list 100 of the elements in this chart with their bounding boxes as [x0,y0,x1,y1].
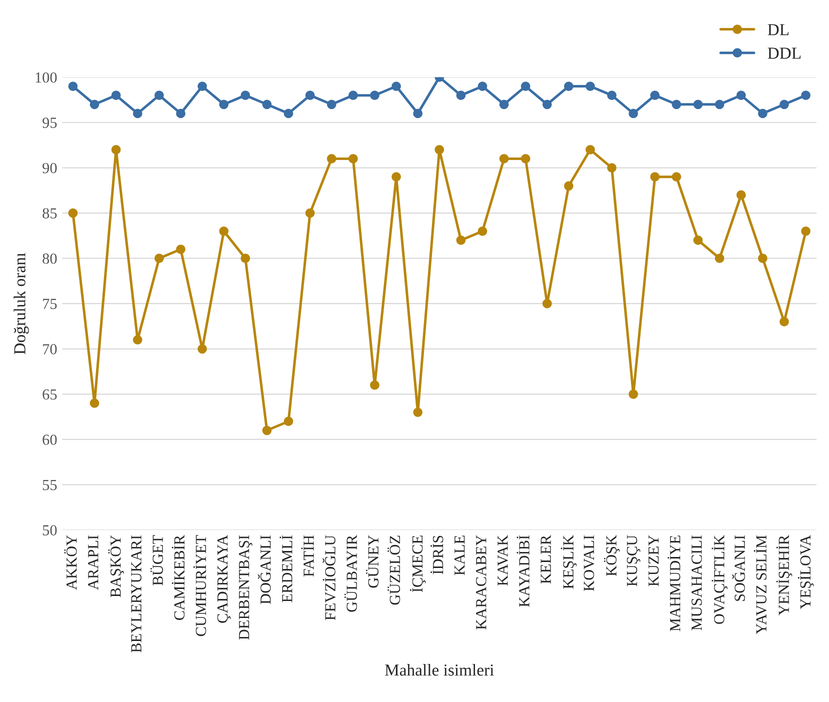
y-tick-label: 85 [42,208,57,219]
x-tick-label: OVAÇİFTLİK [712,535,728,624]
x-tick-label: ARAPLI [88,535,98,590]
point [780,317,789,326]
legend-label: DL [768,24,789,36]
y-tick-label: 55 [42,480,57,490]
x-tick-label: KAVAK [498,535,508,586]
x-tick-label: MUSAHACILI [692,535,702,630]
point [736,90,746,100]
x-tick-label: KALE [454,536,465,576]
point [198,82,207,91]
point [68,82,78,91]
point [240,254,250,264]
x-tick-label: YEŞİLOVA [798,534,814,610]
point [499,100,509,110]
point [176,108,186,118]
point [628,389,638,399]
x-tick-label: BÜGET [150,535,163,586]
point [132,108,142,118]
point [499,154,509,164]
point [801,90,810,100]
point [456,236,466,245]
point [672,100,682,110]
x-tick-label: FEVZİOĞLU [322,535,336,620]
point [456,90,466,100]
point [240,90,250,100]
x-tick-label: CAMİKEBİR [172,534,185,620]
point [780,100,789,110]
point [520,154,530,164]
x-tick-label: AKKÖY [64,535,77,590]
y-tick-label: 50 [42,525,57,536]
point [564,82,574,91]
x-tick-label: CUMHURİYET [193,535,206,636]
y-tick-label: 60 [42,434,57,445]
y-tick-label: 95 [42,118,57,128]
y-tick-label: 80 [42,253,57,264]
x-tick-label: BEYLERYUKARI [131,535,142,652]
x-axis-title: Mahalle isimleri [385,664,494,676]
point [607,90,616,100]
point [392,172,401,182]
x-tick-label: SOĞANLI [732,535,745,601]
x-tick-label: FATİH [301,535,314,577]
point [284,108,294,118]
point [478,226,488,236]
y-tick-label: 75 [43,298,57,310]
point [542,298,552,308]
point [650,172,660,182]
point [154,90,164,100]
x-tick-label: YENİŞEHİR [776,534,792,616]
x-tick-label: KAYADİBİ [516,535,530,607]
point [132,335,142,345]
point [434,144,444,154]
point [542,100,552,110]
point [68,208,78,218]
point [370,90,380,100]
point [284,416,294,426]
x-tick-label: GÜZELÖZ [388,536,400,605]
point [478,82,488,91]
x-tick-label: KÖŞK [604,535,620,576]
x-tick-label: GÜLBAYIR [344,534,357,612]
point [262,426,272,436]
point [693,236,703,245]
point [650,90,660,100]
x-tick-label: KEŞLİK [560,535,577,589]
x-tick-label: ÇADIRKAYA [217,534,231,623]
x-tick-label: MAHMUDİYE [668,536,680,632]
x-tick-label: KUŞÇU [626,535,640,586]
point [607,163,616,172]
x-tick-label: DOĞANLI [258,535,271,604]
point [326,100,336,110]
y-tick-label: 65 [42,389,57,400]
point [693,100,703,110]
point [758,108,768,118]
point [370,380,380,390]
point [219,226,229,236]
point [564,181,574,191]
y-tick-label: 90 [42,162,57,174]
point [628,108,638,118]
point [326,154,336,164]
y-tick-label: 70 [43,344,57,354]
point [413,108,423,118]
point [392,82,401,91]
x-tick-label: KELER [540,534,551,584]
point [520,82,530,91]
point [348,154,358,164]
point [758,254,768,264]
y-axis-title: Doğruluk oranı [14,252,29,354]
point [198,344,207,354]
point [736,190,746,200]
point [262,100,272,110]
x-tick-label: BAŞKÖY [108,535,124,598]
point [176,244,186,254]
x-tick-label: KOVALI [584,535,594,592]
point [413,408,423,417]
point [672,172,682,182]
point [111,144,121,154]
x-tick-label: DERBENTBAŞI [238,535,252,640]
x-tick-label: İDRİS [430,536,444,574]
point [348,90,358,100]
point [219,100,229,110]
